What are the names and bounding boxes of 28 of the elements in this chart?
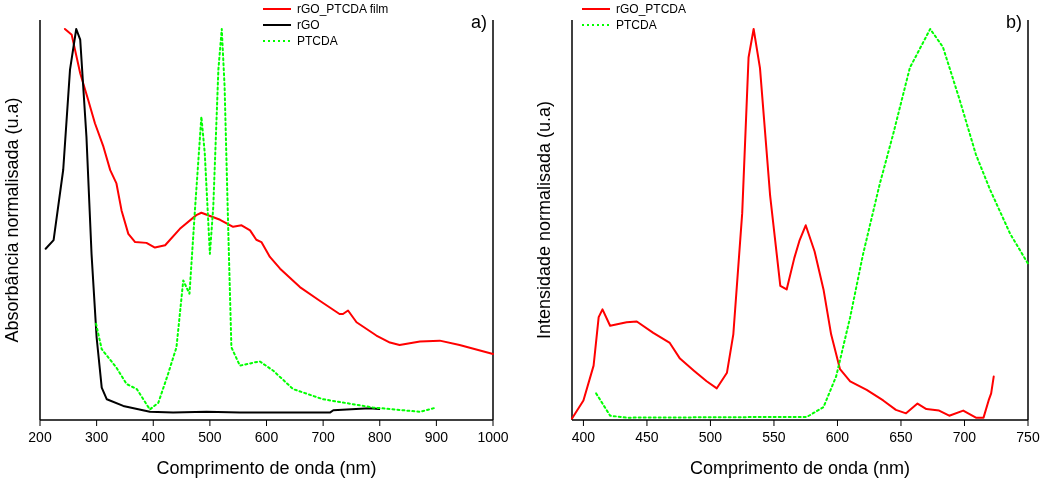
y-axis-title: Absorbância normalisada (u.a) (2, 97, 22, 343)
x-tick-label: 800 (368, 429, 392, 445)
annotation: a) (470, 12, 487, 32)
x-tick-label: 450 (635, 429, 659, 445)
x-tick-label: 1000 (477, 429, 509, 445)
x-tick-label: 900 (424, 429, 449, 445)
legend-label: rGO (297, 18, 320, 32)
x-tick-label: 400 (571, 429, 596, 445)
x-tick-label: 700 (311, 429, 336, 445)
annotation: b) (1005, 12, 1022, 32)
x-tick-label: 750 (1016, 429, 1040, 445)
y-axis-title: Intensidade normalisada (u.a) (534, 100, 554, 340)
x-tick-label: 500 (698, 429, 723, 445)
x-axis-title: Comprimento de onda (nm) (156, 458, 377, 478)
legend-label: rGO_PTCDA film (297, 2, 389, 16)
x-tick-label: 700 (952, 429, 977, 445)
x-axis-title: Comprimento de onda (nm) (689, 458, 911, 478)
x-tick-label: 400 (141, 429, 166, 445)
x-tick-label: 650 (889, 429, 913, 445)
x-tick-label: 300 (84, 429, 109, 445)
x-tick-label: 200 (28, 429, 52, 445)
legend-label: rGO_PTCDA (616, 2, 687, 16)
legend-label: PTCDA (616, 18, 657, 32)
x-tick-label: 600 (825, 429, 850, 445)
legend-label: PTCDA (297, 34, 338, 48)
x-tick-label: 600 (254, 429, 279, 445)
x-tick-label: 550 (762, 429, 786, 445)
x-tick-label: 500 (198, 429, 222, 445)
